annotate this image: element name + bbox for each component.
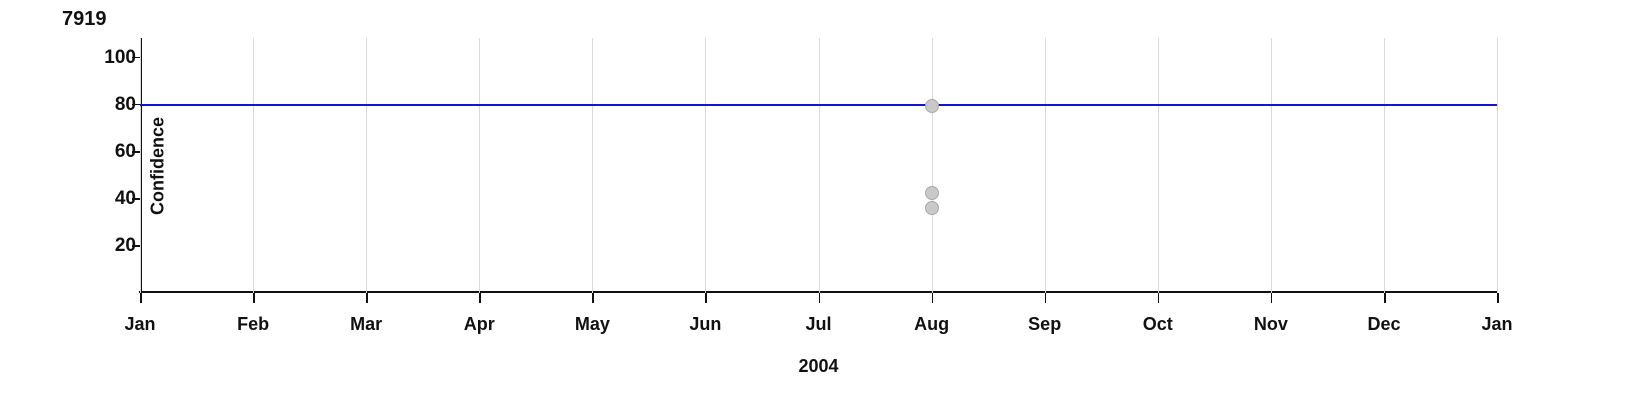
xtick-label-jan-next[interactable]: Jan: [1462, 314, 1532, 335]
x-axis-label: 2004: [798, 356, 838, 377]
xtick-dec: [1384, 293, 1386, 303]
xtick-label-may[interactable]: May: [557, 314, 627, 335]
ytick-label-40[interactable]: 40: [104, 188, 136, 210]
xtick-label-jun[interactable]: Jun: [670, 314, 740, 335]
xtick-label-aug[interactable]: Aug: [897, 314, 967, 335]
gridline-jan-next: [1497, 38, 1498, 293]
plot-area: Confidence 2004 Jan Feb Mar: [140, 38, 1497, 293]
xtick-apr: [479, 293, 481, 303]
xtick-label-sep[interactable]: Sep: [1010, 314, 1080, 335]
ytick-label-80[interactable]: 80: [104, 94, 136, 116]
gridline-nov: [1271, 38, 1272, 293]
xtick-jun: [705, 293, 707, 303]
xtick-sep: [1045, 293, 1047, 303]
gridline-apr: [479, 38, 480, 293]
data-point-confidence-34[interactable]: [925, 186, 939, 200]
data-point-confidence-79[interactable]: [925, 99, 939, 113]
xtick-may: [592, 293, 594, 303]
xtick-label-mar[interactable]: Mar: [331, 314, 401, 335]
xtick-jan: [140, 293, 142, 303]
xtick-mar: [366, 293, 368, 303]
scatter-chart: 7919 Confidence 2004 Jan: [0, 0, 1650, 400]
xtick-feb: [253, 293, 255, 303]
ytick-label-60[interactable]: 60: [104, 141, 136, 163]
data-point-confidence-29[interactable]: [925, 201, 939, 215]
top-left-number-label: 7919: [62, 8, 107, 31]
ytick-label-20[interactable]: 20: [104, 235, 136, 257]
xtick-jul: [819, 293, 821, 303]
threshold-line: [140, 104, 1497, 107]
xtick-label-dec[interactable]: Dec: [1349, 314, 1419, 335]
xtick-aug: [932, 293, 934, 303]
gridline-jul: [819, 38, 820, 293]
xtick-label-jul[interactable]: Jul: [784, 314, 854, 335]
gridline-aug: [932, 38, 933, 293]
gridline-jun: [705, 38, 706, 293]
xtick-label-jan[interactable]: Jan: [105, 314, 175, 335]
xtick-label-nov[interactable]: Nov: [1236, 314, 1306, 335]
xtick-label-feb[interactable]: Feb: [218, 314, 288, 335]
gridline-dec: [1384, 38, 1385, 293]
gridline-jan: [140, 38, 141, 293]
gridline-may: [592, 38, 593, 293]
xtick-label-oct[interactable]: Oct: [1123, 314, 1193, 335]
xtick-nov: [1271, 293, 1273, 303]
gridline-oct: [1158, 38, 1159, 293]
xtick-label-apr[interactable]: Apr: [444, 314, 514, 335]
gridline-mar: [366, 38, 367, 293]
gridline-feb: [253, 38, 254, 293]
ytick-label-100[interactable]: 100: [104, 47, 136, 69]
gridline-sep: [1045, 38, 1046, 293]
y-axis-label: Confidence: [148, 116, 169, 214]
xtick-jan-next: [1497, 293, 1499, 303]
xtick-oct: [1158, 293, 1160, 303]
